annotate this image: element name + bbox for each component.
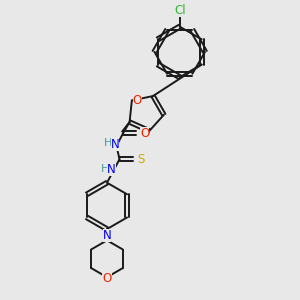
Text: N: N <box>103 229 111 242</box>
Text: H: H <box>104 139 112 148</box>
Text: Cl: Cl <box>174 4 185 17</box>
Text: S: S <box>137 153 145 166</box>
Text: O: O <box>133 94 142 107</box>
Text: O: O <box>102 272 112 285</box>
Text: N: N <box>107 164 116 176</box>
Text: N: N <box>111 138 119 151</box>
Text: H: H <box>100 164 109 174</box>
Text: O: O <box>140 127 149 140</box>
